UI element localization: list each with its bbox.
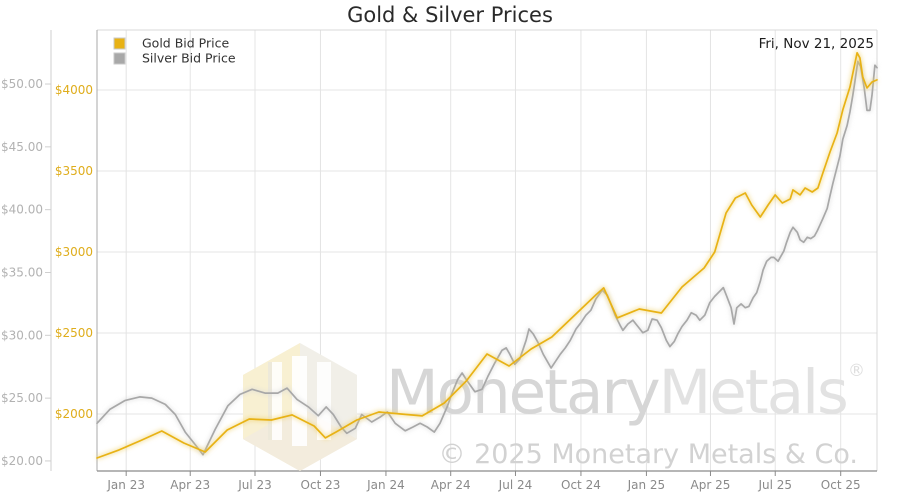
gold-axis-tick-label: $2000 <box>55 407 93 421</box>
x-tick-label: Jan 25 <box>627 478 666 492</box>
x-tick-label: Oct 24 <box>561 478 601 492</box>
gold-axis-tick-label: $4000 <box>55 83 93 97</box>
silver-axis-tick-label: $25.00 <box>1 391 43 405</box>
silver-axis-tick-label: $50.00 <box>1 77 43 91</box>
watermark-brand: MonetaryMetals <box>386 357 847 428</box>
watermark-brand-first: Monetary <box>386 357 660 428</box>
x-tick-label: Jul 23 <box>237 478 272 492</box>
x-tick-label: Jan 23 <box>106 478 145 492</box>
silver-series-line <box>96 60 878 456</box>
x-tick-label: Oct 23 <box>301 478 341 492</box>
x-tick-label: Apr 24 <box>431 478 471 492</box>
x-tick-label: Jan 24 <box>366 478 405 492</box>
chart-title: Gold & Silver Prices <box>347 3 553 27</box>
series-layer <box>95 50 879 460</box>
silver-legend-label[interactable]: Silver Bid Price <box>142 51 236 66</box>
grid-layer: Jan 23 Apr 23 Jul 23 Oct 23 Jan 24 Apr 24 Jul … <box>1 29 878 492</box>
x-tick-label: Jul 25 <box>757 478 792 492</box>
watermark: MonetaryMetals ® © 2025 Monetary Metals … <box>243 343 865 471</box>
silver-legend-swatch-icon <box>113 52 126 65</box>
gold-axis-tick-label: $2500 <box>55 326 93 340</box>
watermark-brand-second: Metals <box>659 357 847 428</box>
silver-axis-tick-label: $40.00 <box>1 203 43 217</box>
gold-legend-label[interactable]: Gold Bid Price <box>142 36 229 51</box>
registered-trademark-icon: ® <box>848 361 865 381</box>
gold-axis-tick-label: $3000 <box>55 245 93 259</box>
x-tick-label: Apr 25 <box>691 478 731 492</box>
x-tick-label: Jul 24 <box>498 478 533 492</box>
silver-axis-tick-label: $30.00 <box>1 328 43 342</box>
silver-axis-tick-label: $45.00 <box>1 140 43 154</box>
monetary-metals-cube-logo-icon <box>243 343 357 471</box>
x-tick-label: Oct 25 <box>821 478 861 492</box>
plot-area[interactable] <box>97 30 877 471</box>
silver-axis-tick-label: $35.00 <box>1 265 43 279</box>
silver-axis-tick-label: $20.00 <box>1 454 43 468</box>
x-tick-label: Apr 23 <box>170 478 210 492</box>
gold-axis-tick-label: $3500 <box>55 164 93 178</box>
last-date-label: Fri, Nov 21, 2025 <box>759 36 874 52</box>
gold-series-line <box>96 51 878 459</box>
gold-legend-swatch-icon <box>113 37 126 50</box>
watermark-copyright: © 2025 Monetary Metals & Co. <box>438 439 858 470</box>
legend: Gold Bid Price Silver Bid Price <box>113 36 236 66</box>
